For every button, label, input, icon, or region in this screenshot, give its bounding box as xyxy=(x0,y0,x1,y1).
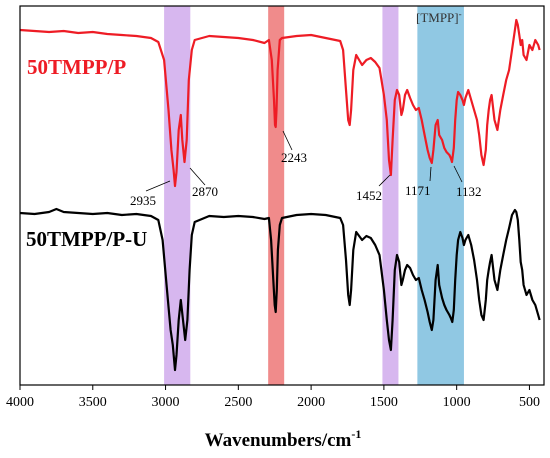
annotation-2935: 2935 xyxy=(130,193,156,208)
band-3 xyxy=(417,6,464,385)
annotation-arrow-1171 xyxy=(429,166,432,182)
x-tick-label-2500: 2500 xyxy=(224,395,252,410)
annotation-1171: 1171 xyxy=(405,183,431,198)
band-label-tmpp-sup: - xyxy=(459,9,462,19)
x-tick-label-1000: 1000 xyxy=(443,395,471,410)
spectra-series xyxy=(19,18,541,372)
x-tick-label-3000: 3000 xyxy=(152,395,180,410)
x-tick-label-3500: 3500 xyxy=(79,395,107,410)
series-label-50tmpp-p-u: 50TMPP/P-U xyxy=(26,227,147,251)
band-label-tmpp-text: [TMPP] xyxy=(416,10,459,25)
series-line-1 xyxy=(19,207,541,372)
annotation-arrow-1132 xyxy=(453,165,463,183)
band-2 xyxy=(382,6,399,385)
annotation-1132: 1132 xyxy=(456,184,482,199)
series-line-0 xyxy=(19,18,541,188)
annotation-1452: 1452 xyxy=(356,188,382,203)
x-axis-title: Wavenumbers/cm-1 xyxy=(205,427,362,451)
x-axis-title-sup: -1 xyxy=(351,427,361,441)
x-tick-label-1500: 1500 xyxy=(370,395,398,410)
x-axis-title-text: Wavenumbers/cm xyxy=(205,430,352,451)
annotation-arrow-2243 xyxy=(282,130,293,151)
annotation-arrow-2870 xyxy=(189,167,206,186)
annotation-arrow-1452 xyxy=(378,174,391,187)
x-axis-ticks: 4000 3500 3000 2500 2000 1500 1000 500 xyxy=(6,385,540,410)
plot-frame xyxy=(19,5,545,386)
annotations: 2935 2870 2243 1452 1171 1132 xyxy=(130,130,482,208)
x-tick-label-2000: 2000 xyxy=(297,395,325,410)
annotation-2870: 2870 xyxy=(192,184,218,199)
x-tick-label-500: 500 xyxy=(519,395,540,410)
annotation-arrow-2935 xyxy=(145,180,171,192)
band-1 xyxy=(268,6,285,385)
annotation-2243: 2243 xyxy=(281,150,307,165)
series-label-50tmpp-p: 50TMPP/P xyxy=(27,55,126,79)
band-label-tmpp: [TMPP]- xyxy=(416,9,462,25)
x-tick-label-4000: 4000 xyxy=(6,395,34,410)
band-0 xyxy=(164,6,191,385)
